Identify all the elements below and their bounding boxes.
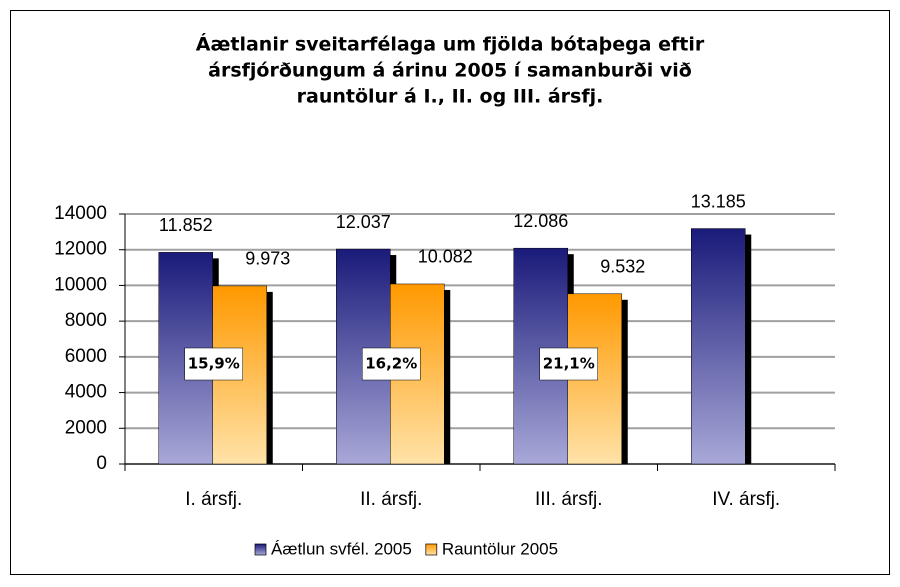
value-label: 13.185 [691,191,746,211]
y-tick-label: 8000 [65,310,107,331]
y-tick-label: 0 [96,453,107,474]
annotation: 21,1% [543,355,595,373]
legend-label: Áætlun svfél. 2005 [271,539,412,558]
y-tick-label: 12000 [54,239,107,260]
y-tick-label: 10000 [54,274,107,295]
annotation-box [362,347,421,381]
y-tick-label: 6000 [65,346,107,367]
chart-title: rauntölur á I., II. og III. ársfj. [297,86,604,108]
value-label: 12.086 [513,211,568,231]
annotation: 16,2% [365,355,417,373]
value-label: 11.852 [159,215,213,235]
legend-swatch [425,543,438,556]
bar [691,228,746,465]
legend-label: Rauntölur 2005 [442,539,558,558]
annotation-box [539,347,598,381]
value-label: 12.037 [336,212,391,232]
legend-swatch [254,543,267,556]
annotation: 15,9% [188,355,240,373]
x-tick-label: IV. ársfj. [712,489,780,510]
y-tick-label: 14000 [54,203,107,224]
chart-title: Áætlanir sveitarfélaga um fjölda bótaþeg… [196,33,705,56]
x-tick-label: III. ársfj. [535,489,603,510]
y-tick-label: 4000 [65,382,107,403]
value-label: 9.532 [600,257,645,277]
x-tick-label: I. ársfj. [185,489,242,510]
x-tick-label: II. ársfj. [360,489,422,510]
value-label: 10.082 [418,247,473,267]
y-tick-label: 2000 [65,417,107,438]
annotation-box [184,347,243,381]
chart-title: ársfjórðungum á árinu 2005 í samanburði … [208,60,692,82]
value-label: 9.973 [245,249,290,269]
